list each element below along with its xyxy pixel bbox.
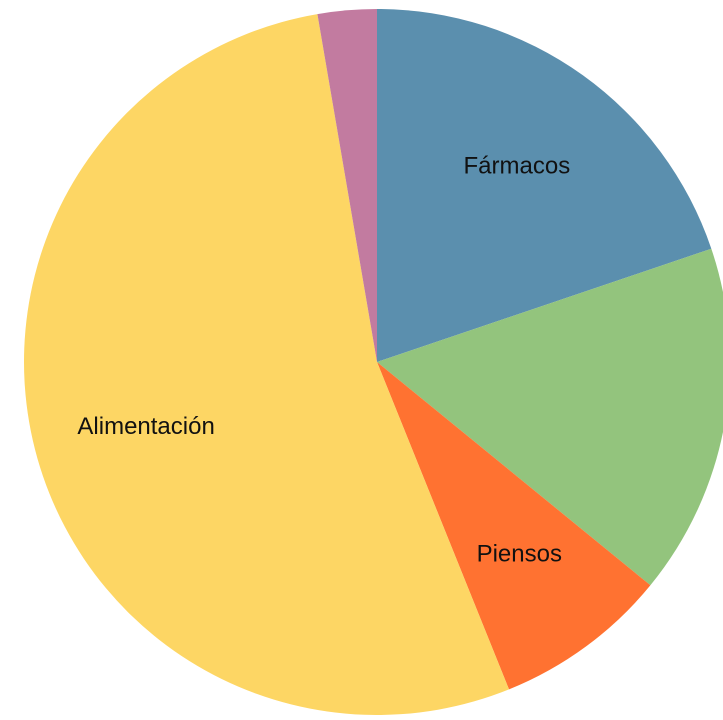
pie-slice [377,362,651,690]
pie-slice [23,14,510,716]
slice-label: Alimentación [77,413,214,440]
pie-slice [377,9,712,362]
pie-slice [317,9,377,362]
pie-slice [377,248,723,586]
slice-label: Fármacos [464,152,571,179]
slice-label: Piensos [477,541,562,568]
